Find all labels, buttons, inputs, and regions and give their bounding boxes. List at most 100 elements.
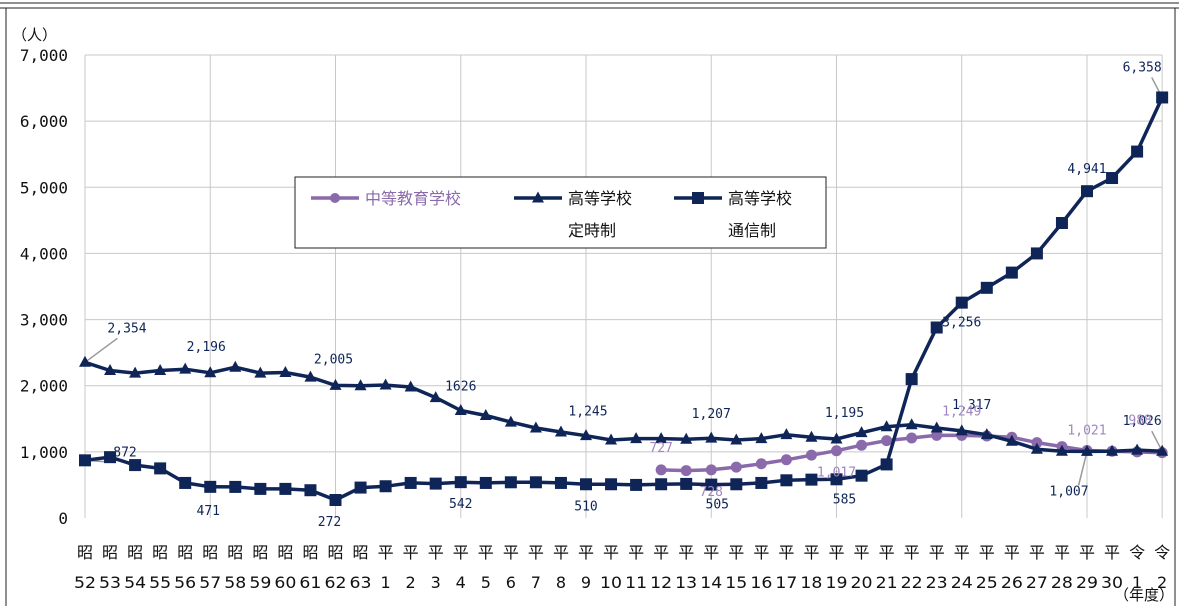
data-point [104,451,117,464]
data-label: 4,941 [1067,162,1106,177]
x-tick-era: 平 [1029,543,1045,562]
x-tick-label: 平 25 [976,543,998,592]
x-tick-era: 昭 [327,543,343,562]
data-point [680,465,692,477]
data-point [780,474,793,487]
legend-label: 中等教育学校 [365,189,461,208]
data-label: 471 [197,504,220,519]
x-tick-label: 昭 63 [350,543,372,592]
x-tick-label: 平 20 [851,543,873,592]
x-tick-label: 昭 62 [325,543,347,592]
x-tick-label: 昭 56 [174,543,196,592]
legend-label: 高等学校 [728,189,792,208]
data-point [655,478,668,491]
data-point [304,484,317,497]
x-tick-era: 昭 [102,543,118,562]
x-tick-label: 平 12 [650,543,672,592]
x-tick-era: 平 [879,543,895,562]
y-axis: 0 1,000 2,000 3,000 4,000 5,000 6,000 7,000 [20,46,68,528]
x-tick-year: 15 [725,573,747,592]
data-label: 272 [318,515,341,530]
data-label: 542 [449,497,472,512]
x-tick-era: 昭 [252,543,268,562]
x-tick-era: 平 [1104,543,1120,562]
x-tick-year: 54 [124,573,146,592]
x-tick-year: 20 [851,573,873,592]
data-label: 1,317 [952,398,991,413]
data-point [454,476,467,489]
data-point [154,364,167,376]
data-point [229,360,242,372]
data-point [655,464,667,476]
data-point [1156,91,1169,104]
x-tick-year: 55 [149,573,171,592]
data-point [705,464,717,476]
x-tick-label: 平6 [503,543,519,592]
data-point [580,478,592,491]
legend-item-1: 中等教育学校 [311,189,461,208]
x-tick-label: 平1 [378,543,394,592]
x-tick-year: 27 [1026,573,1048,592]
data-label: 728 [700,485,723,500]
x-tick-label: 平 19 [826,543,848,592]
x-tick-era: 昭 [277,543,293,562]
data-point [79,454,91,467]
data-point [329,494,342,507]
data-point [705,478,718,491]
data-label: 1,026 [1123,414,1162,429]
data-point [129,459,142,472]
data-point [479,476,492,489]
data-point [805,430,818,442]
data-point [856,439,868,451]
y-axis-unit: （人） [12,26,57,44]
legend-marker [532,191,544,203]
data-point [329,378,342,390]
x-tick-year: 58 [224,573,246,592]
data-point [680,432,693,444]
x-tick-era: 平 [378,543,394,562]
x-tick-label: 昭 59 [249,543,271,592]
y-tick-label: 1,000 [20,443,68,462]
data-point [1030,442,1043,454]
x-tick-year: 12 [650,573,672,592]
x-tick-year: 16 [750,573,772,592]
x-axis: 昭52昭53昭54昭55昭56昭57昭58昭59昭60昭61昭62昭63平1平2… [74,543,1170,592]
data-point [980,281,993,294]
data-label: 3,256 [942,316,981,331]
data-point [830,432,843,444]
x-tick-label: 平 18 [800,543,822,592]
x-tick-year: 21 [876,573,898,592]
x-tick-year: 13 [675,573,697,592]
data-point [855,469,868,482]
grid-lines [84,54,1163,518]
x-tick-year: 10 [600,573,622,592]
data-point [204,480,217,493]
x-tick-era: 平 [854,543,870,562]
data-point [1106,444,1119,456]
x-tick-label: 令1 [1129,543,1145,592]
x-tick-era: 平 [803,543,819,562]
x-tick-year: 30 [1101,573,1123,592]
x-tick-year: 62 [325,573,347,592]
x-tick-label: 平 17 [775,543,797,592]
x-tick-era: 平 [904,543,920,562]
x-tick-label: 平7 [528,543,544,592]
data-label: 988 [1128,414,1151,429]
x-tick-year: 60 [274,573,296,592]
leader-line [84,337,118,363]
data-point [229,480,242,493]
y-tick-label: 0 [58,509,68,528]
x-tick-label: 平8 [553,543,569,592]
data-point [129,366,142,378]
data-label: 2,196 [187,340,226,355]
data-point [504,476,517,489]
data-label: 1,007 [1049,484,1088,499]
x-tick-era: 平 [653,543,669,562]
x-tick-era: 昭 [202,543,218,562]
data-point [379,378,392,390]
x-tick-era: 平 [603,543,619,562]
x-tick-label: 平 30 [1101,543,1123,592]
x-tick-era: 昭 [177,543,193,562]
